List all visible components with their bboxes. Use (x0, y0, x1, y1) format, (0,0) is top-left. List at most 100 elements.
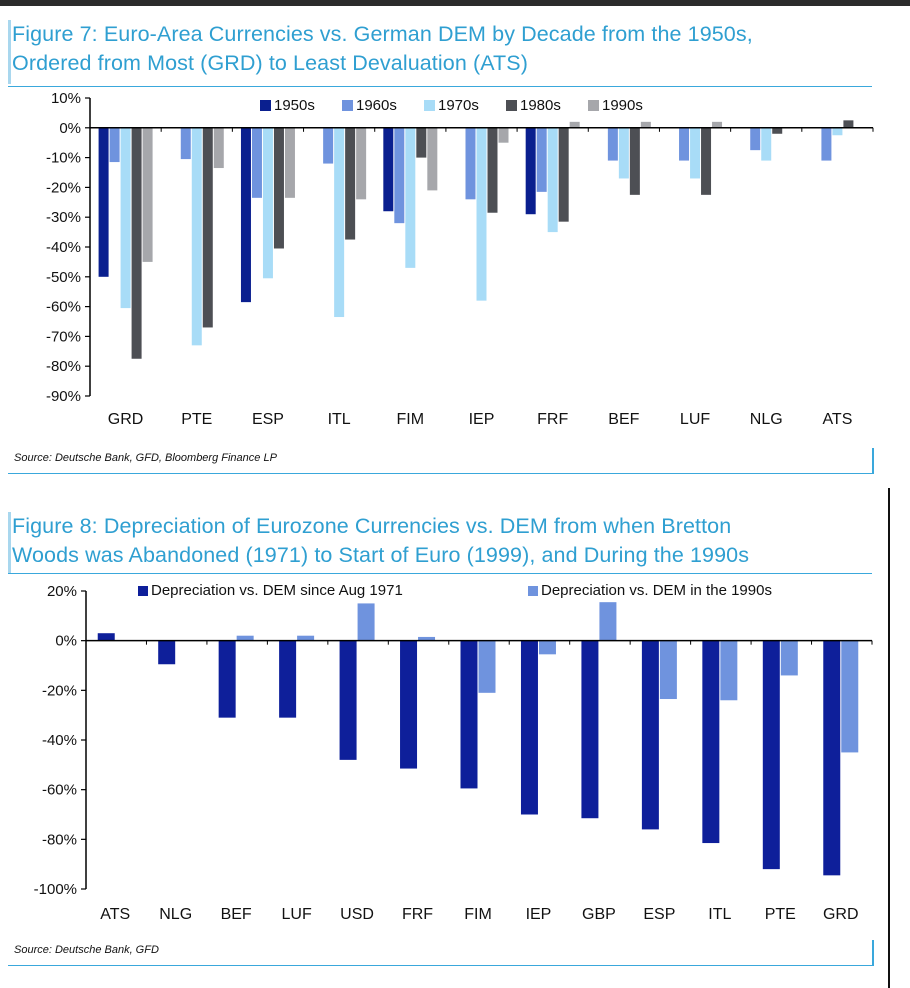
figure7-bar-itl-1 (323, 127, 334, 164)
figure7-legend-swatch (424, 100, 435, 111)
figure7-bar-nlg-2 (761, 127, 772, 161)
figure7-chart: 10% 0% -10% -20% -30% -40% -50% -60% -70% -80% -90… (46, 90, 874, 428)
figure7-bar-itl-4 (356, 127, 367, 200)
figure8-category-label: USD (340, 906, 374, 923)
figure7-bar-luf-2 (690, 127, 701, 179)
figure7-legend-label: 1950s (274, 97, 315, 114)
figure7-bar-frf-3 (558, 127, 569, 222)
figure8-panel: Figure 8: Depreciation of Eurozone Curre… (8, 512, 874, 974)
figure7-y-tick-label: -60% (46, 299, 81, 316)
figure8-y-tick-label: 20% (47, 583, 77, 600)
figure7-category-label: NLG (750, 411, 783, 428)
figure7-legend-label: 1980s (520, 97, 561, 114)
figure7-bar-esp-2 (262, 127, 273, 279)
figure7-bar-esp-0 (240, 127, 251, 303)
figure7-title-accent (8, 20, 11, 84)
figure8-bar-gbp-1 (599, 602, 617, 641)
figure8-bar-luf-0 (279, 640, 297, 718)
figure7-bar-fim-0 (383, 127, 394, 212)
figure8-category-label: BEF (221, 906, 252, 923)
figure8-y-tick-label: -20% (42, 682, 77, 699)
figure7-legend-label: 1990s (602, 97, 643, 114)
figure7-category-label: FIM (397, 411, 425, 428)
figure7-bar-ats-3 (843, 120, 854, 128)
figure7-source: Source: Deutsche Bank, GFD, Bloomberg Fi… (14, 452, 277, 464)
figure8-category-label: ESP (643, 906, 675, 923)
figure7-bar-grd-3 (131, 127, 142, 359)
figure8-category-label: GRD (823, 906, 859, 923)
figure7-bar-nlg-3 (772, 127, 783, 134)
figure8-bar-frf-0 (400, 640, 418, 769)
figure7-bar-pte-1 (180, 127, 191, 160)
figure8-bar-fim-1 (478, 640, 496, 693)
figure7-y-tick-label: 0% (59, 120, 81, 137)
figure7-y-tick-label: -30% (46, 209, 81, 226)
figure7-bar-esp-1 (251, 127, 262, 198)
figure7-bottom-rule (8, 473, 872, 474)
figure8-bar-itl-1 (720, 640, 738, 701)
figure7-bar-pte-4 (213, 127, 224, 169)
figure7-y-tick-label: -20% (46, 179, 81, 196)
figure7-category-label: ESP (252, 411, 284, 428)
figure8-bar-usd-0 (339, 640, 357, 760)
figure8-bar-grd-1 (841, 640, 859, 753)
figure7-bar-frf-2 (547, 127, 558, 233)
figure7-category-label: BEF (608, 411, 639, 428)
figure8-category-label: ITL (708, 906, 731, 923)
figure8-title-rule (8, 573, 872, 574)
figure8-bar-gbp-0 (581, 640, 599, 819)
figure8-bar-bef-0 (218, 640, 236, 718)
figure8-category-label: PTE (765, 906, 796, 923)
figure8-category-label: FRF (402, 906, 433, 923)
figure8-y-tick-label: 0% (55, 633, 77, 650)
figure7-bar-fim-2 (405, 127, 416, 268)
figure7-legend-swatch (588, 100, 599, 111)
figure7-bar-grd-4 (142, 127, 153, 262)
figure7-bar-fim-4 (427, 127, 438, 191)
figure7-bar-fim-1 (394, 127, 405, 224)
figure8-legend-swatch (138, 586, 148, 596)
figure7-bar-grd-0 (98, 127, 109, 277)
figure8-bar-luf-1 (297, 635, 315, 641)
figure7-y-tick-label: -80% (46, 358, 81, 375)
figure7-bar-luf-1 (679, 127, 690, 161)
figure7-bar-pte-3 (202, 127, 213, 328)
figure7-category-label: LUF (680, 411, 710, 428)
figure7-bar-iep-2 (476, 127, 487, 301)
figure7-bar-frf-0 (525, 127, 536, 215)
figure7-y-tick-label: -10% (46, 150, 81, 167)
figure7-title: Figure 7: Euro-Area Currencies vs. Germa… (12, 20, 868, 78)
figure7-bar-grd-2 (120, 127, 131, 309)
figure7-bar-bef-1 (607, 127, 618, 161)
figure7-right-rule (872, 448, 874, 474)
figure7-bar-bef-4 (640, 121, 651, 128)
figure7-bar-esp-4 (284, 127, 295, 198)
figure7-y-tick-label: -40% (46, 239, 81, 256)
figure7-bar-esp-3 (273, 127, 284, 249)
figure7-title-line2: Ordered from Most (GRD) to Least Devalua… (12, 51, 528, 75)
figure7-legend-swatch (506, 100, 517, 111)
figure7-category-label: ATS (822, 411, 852, 428)
figure8-y-tick-label: -40% (42, 732, 77, 749)
figure8-bottom-rule (8, 965, 872, 966)
figure8-bar-esp-1 (659, 640, 677, 700)
figure7-bar-frf-1 (536, 127, 547, 192)
figure8-bar-iep-0 (520, 640, 538, 815)
figure7-category-label: ITL (328, 411, 351, 428)
figure7-bar-fim-3 (416, 127, 427, 158)
figure7-bar-luf-4 (712, 121, 723, 128)
figure8-category-label: IEP (526, 906, 552, 923)
figure8-category-label: LUF (281, 906, 311, 923)
figure7-bar-frf-4 (569, 121, 580, 128)
figure8-y-tick-label: -80% (42, 831, 77, 848)
figure8-bar-pte-0 (762, 640, 780, 870)
figure8-title-accent (8, 512, 11, 574)
figure7-title-line1: Figure 7: Euro-Area Currencies vs. Germa… (12, 22, 753, 46)
figure7-bar-itl-2 (334, 127, 345, 318)
figure7-y-tick-label: 10% (51, 90, 81, 107)
figure8-bar-nlg-0 (158, 640, 176, 665)
figure8-category-label: FIM (464, 906, 492, 923)
figure7-bar-ats-2 (832, 127, 843, 136)
figure8-category-label: ATS (100, 906, 130, 923)
figure8-right-rule (872, 940, 874, 966)
